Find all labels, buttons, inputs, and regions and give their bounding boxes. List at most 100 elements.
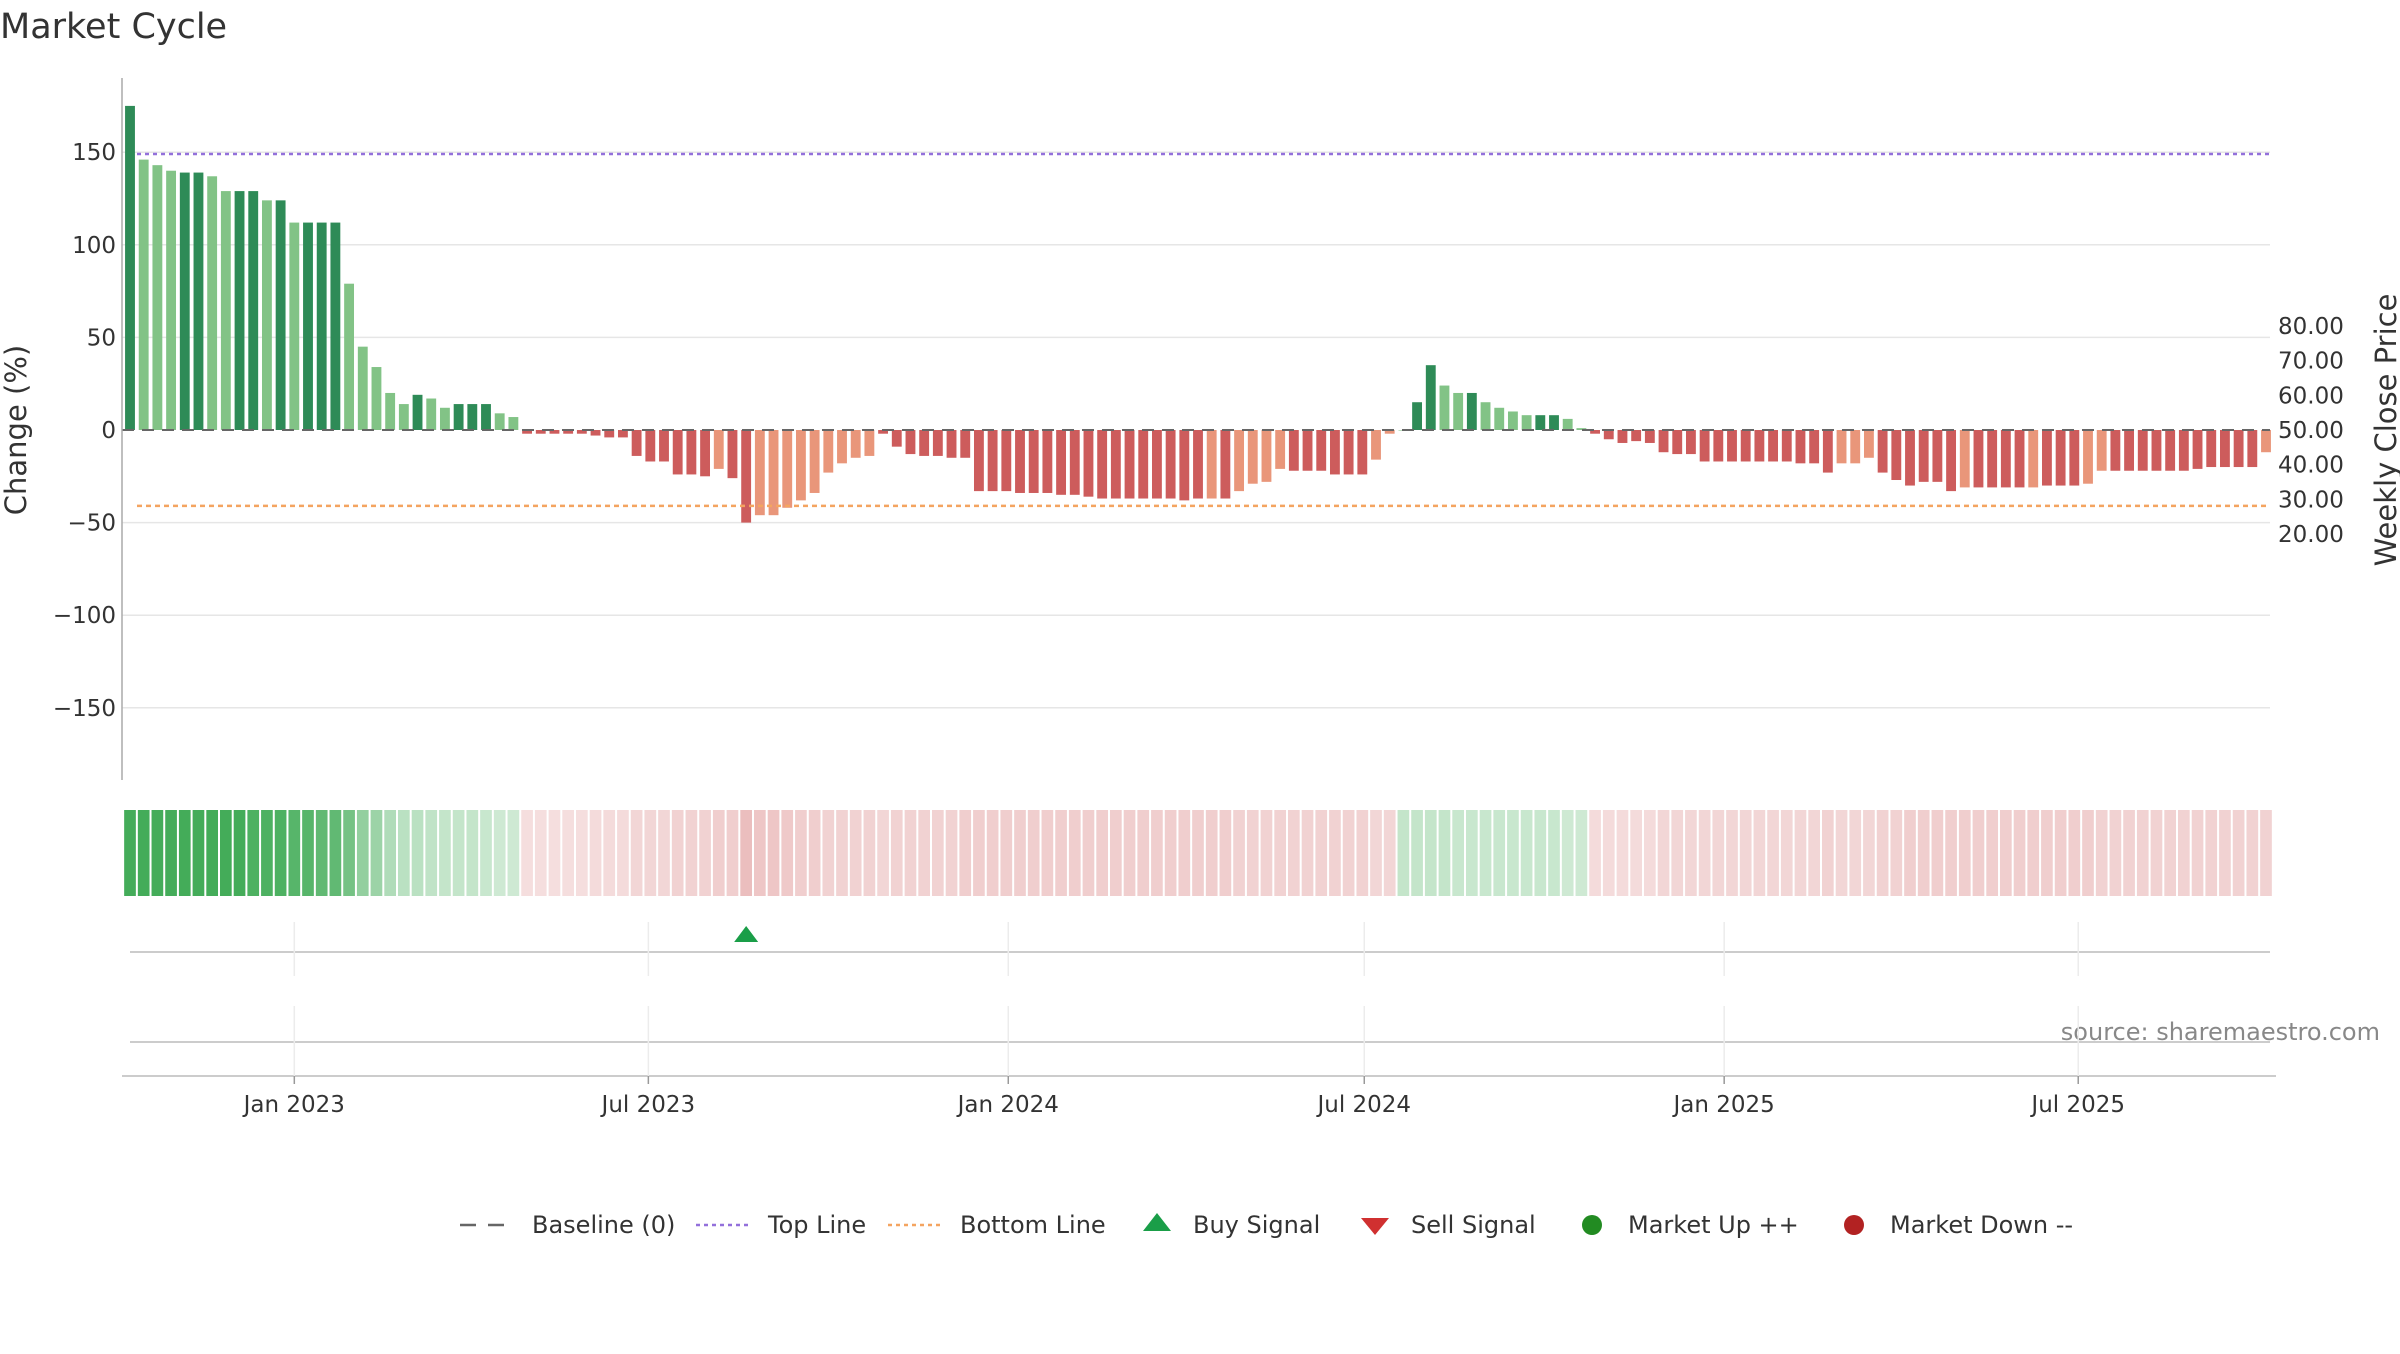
band-cell bbox=[1726, 810, 1738, 896]
change-bar bbox=[1206, 430, 1217, 499]
band-cell bbox=[548, 810, 561, 896]
band-cell bbox=[1616, 810, 1629, 896]
band-cell bbox=[1945, 810, 1957, 896]
change-bar bbox=[1549, 415, 1559, 430]
change-bar bbox=[1905, 430, 1915, 486]
y-tick-label: 100 bbox=[72, 233, 116, 259]
change-bar bbox=[1234, 430, 1245, 492]
band-cell bbox=[247, 810, 260, 896]
change-bar bbox=[1083, 430, 1094, 497]
band-cell bbox=[2260, 810, 2272, 896]
band-cell bbox=[1466, 810, 1478, 896]
legend-label: Top Line bbox=[767, 1211, 866, 1239]
band-cell bbox=[1534, 810, 1547, 896]
change-bar bbox=[795, 430, 806, 501]
change-bar bbox=[2110, 430, 2121, 471]
change-bar bbox=[590, 430, 601, 436]
band-cell bbox=[904, 810, 917, 896]
band-cell bbox=[945, 810, 958, 896]
band-cell bbox=[370, 810, 383, 896]
band-cell bbox=[1260, 810, 1273, 896]
change-bar bbox=[1795, 430, 1806, 464]
band-cell bbox=[1055, 810, 1067, 896]
change-bar bbox=[1507, 411, 1518, 430]
band-cell bbox=[1246, 810, 1259, 896]
change-bar bbox=[1727, 430, 1737, 462]
change-bar bbox=[1480, 402, 1491, 430]
change-bar bbox=[1466, 392, 1477, 430]
change-bar bbox=[248, 191, 259, 430]
change-bar bbox=[713, 430, 724, 469]
change-bar bbox=[768, 430, 779, 516]
change-bar bbox=[919, 430, 930, 456]
y-tick-label: 50 bbox=[87, 325, 116, 351]
change-bar bbox=[905, 430, 916, 455]
band-cell bbox=[576, 810, 588, 896]
band-cell bbox=[1808, 810, 1820, 896]
band-cell bbox=[2150, 810, 2163, 896]
legend-item: Market Up ++ bbox=[1582, 1211, 1799, 1239]
legend-label: Baseline (0) bbox=[532, 1211, 675, 1239]
band-cell bbox=[1589, 810, 1601, 896]
y-tick-label: −100 bbox=[53, 603, 116, 629]
sell-signal-legend-icon bbox=[1361, 1218, 1389, 1235]
change-bar bbox=[1576, 428, 1587, 430]
signal-panel bbox=[130, 926, 2270, 953]
band-cell bbox=[2219, 810, 2231, 896]
change-bar bbox=[371, 367, 382, 430]
band-cell bbox=[302, 810, 314, 896]
legend-label: Sell Signal bbox=[1411, 1211, 1536, 1239]
band-cell bbox=[1137, 810, 1150, 896]
band-cell bbox=[1493, 810, 1506, 896]
change-bar bbox=[2261, 430, 2271, 453]
band-cell bbox=[1014, 810, 1026, 896]
change-bar bbox=[1384, 430, 1395, 434]
change-bar bbox=[823, 430, 834, 473]
change-bar bbox=[1822, 430, 1833, 473]
band-cell bbox=[384, 810, 396, 896]
band-cell bbox=[233, 810, 246, 896]
change-bar bbox=[535, 430, 546, 434]
change-bar bbox=[1138, 430, 1149, 499]
band-cell bbox=[1602, 810, 1615, 896]
band-cell bbox=[1233, 810, 1245, 896]
change-bar bbox=[2137, 430, 2148, 471]
band-cell bbox=[1027, 810, 1040, 896]
change-bar bbox=[932, 430, 943, 456]
change-bar bbox=[1959, 430, 1970, 488]
legend-item: Baseline (0) bbox=[460, 1211, 675, 1239]
band-cell bbox=[1507, 810, 1519, 896]
change-bar bbox=[220, 191, 231, 430]
band-cell bbox=[1342, 810, 1355, 896]
y2-tick-label: 40.00 bbox=[2278, 453, 2344, 479]
band-cell bbox=[356, 810, 369, 896]
band-cell bbox=[1096, 810, 1108, 896]
change-bar bbox=[261, 200, 272, 430]
reference-lines bbox=[122, 152, 2270, 508]
change-bar bbox=[1617, 430, 1628, 443]
band-cell bbox=[1274, 810, 1286, 896]
change-bar bbox=[549, 430, 560, 434]
change-bar bbox=[125, 105, 135, 431]
band-cell bbox=[1685, 810, 1697, 896]
change-bar bbox=[1001, 430, 1012, 492]
change-bar bbox=[2028, 430, 2039, 488]
change-bar bbox=[138, 159, 149, 430]
band-cell bbox=[1192, 810, 1204, 896]
change-bar bbox=[878, 430, 889, 434]
band-cell bbox=[822, 810, 835, 896]
band-cell bbox=[1657, 810, 1670, 896]
change-bar bbox=[2124, 430, 2135, 471]
change-bar bbox=[1069, 430, 1080, 495]
band-cell bbox=[1329, 810, 1341, 896]
change-bar bbox=[864, 430, 875, 456]
band-cell bbox=[425, 810, 438, 896]
change-bar bbox=[508, 417, 519, 430]
change-bar bbox=[1699, 430, 1710, 462]
band-cell bbox=[1041, 810, 1054, 896]
change-bar bbox=[1494, 407, 1505, 430]
band-cell bbox=[849, 810, 862, 896]
band-cell bbox=[2246, 810, 2259, 896]
legend-item: Bottom Line bbox=[888, 1211, 1106, 1239]
change-bar bbox=[645, 430, 656, 462]
